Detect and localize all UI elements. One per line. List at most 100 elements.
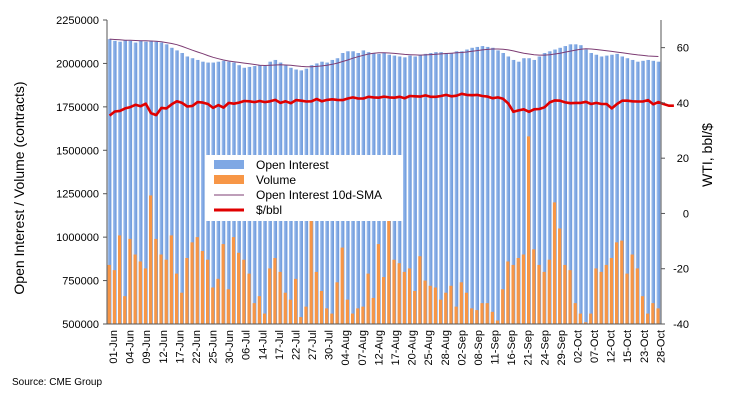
volume-bar	[583, 322, 588, 324]
volume-bar	[376, 244, 381, 324]
volume-bar	[464, 292, 469, 324]
open-interest-bar	[537, 56, 542, 324]
volume-bar	[573, 303, 577, 324]
open-interest-bar	[490, 47, 495, 324]
x-tick-label: 02-Oct	[573, 330, 585, 363]
volume-bar	[252, 303, 256, 324]
right-axis-title: WTI, bbl/$	[699, 123, 715, 187]
volume-bar	[547, 259, 551, 324]
volume-bar	[615, 242, 619, 324]
open-interest-bar	[470, 47, 474, 324]
open-interest-bar	[511, 59, 516, 324]
x-tick-label: 07-Oct	[589, 330, 601, 363]
volume-bar	[599, 271, 603, 324]
legend-label-price: $/bbl	[256, 203, 282, 217]
open-interest-bar	[444, 53, 448, 324]
volume-bar	[387, 183, 391, 324]
volume-bar	[117, 235, 122, 324]
x-tick-label: 06-Jul	[241, 330, 253, 360]
volume-bar	[164, 259, 168, 324]
volume-bar	[651, 303, 655, 324]
volume-bar	[273, 257, 277, 324]
volume-bar	[330, 313, 334, 324]
volume-bar	[319, 290, 324, 324]
volume-bar	[107, 264, 111, 324]
x-tick-label: 07-Aug	[357, 330, 369, 365]
left-tick-label: 2250000	[56, 15, 99, 27]
x-tick-label: 21-Sep	[523, 330, 535, 365]
open-interest-bar	[112, 40, 117, 324]
source-note: Source: CME Group	[12, 377, 103, 388]
open-interest-bar	[118, 41, 122, 325]
volume-bar	[521, 254, 526, 324]
x-tick-label: 12-Jun	[158, 330, 170, 364]
left-axis-title: Open Interest / Volume (contracts)	[11, 81, 27, 294]
x-tick-label: 30-Jun	[224, 330, 236, 364]
volume-bar	[407, 268, 412, 324]
volume-bar	[620, 240, 624, 324]
right-tick-label: -20	[673, 264, 689, 276]
open-interest-bar	[449, 53, 454, 324]
x-tick-label: 08-Sep	[473, 330, 485, 365]
volume-bar	[195, 237, 199, 324]
left-tick-label: 500000	[62, 319, 99, 331]
open-interest-bar	[651, 60, 656, 324]
left-tick-label: 2000000	[56, 58, 99, 70]
open-interest-sma-line	[109, 38, 659, 68]
open-interest-bar	[423, 53, 428, 325]
volume-bar	[563, 264, 567, 324]
x-tick-label: 28-Oct	[655, 330, 667, 363]
open-interest-bar	[402, 57, 407, 324]
volume-bar	[635, 268, 639, 324]
legend-label-open-interest: Open Interest	[256, 158, 329, 172]
x-tick-label: 09-Jun	[141, 330, 153, 364]
volume-bar	[480, 303, 484, 324]
open-interest-bar	[190, 58, 195, 324]
volume-bar	[402, 271, 406, 324]
volume-bar	[128, 238, 132, 324]
volume-bar	[242, 259, 246, 324]
legend-swatch-volume	[214, 175, 244, 184]
volume-bar	[506, 261, 510, 324]
open-interest-bar	[164, 44, 169, 324]
x-tick-label: 27-Jul	[307, 330, 319, 360]
open-interest-bar	[154, 41, 158, 325]
volume-bar	[278, 271, 282, 324]
volume-bar	[299, 317, 303, 324]
volume-bar	[356, 308, 360, 324]
open-interest-bar	[169, 47, 174, 324]
open-interest-bar	[123, 39, 127, 324]
open-interest-bar	[408, 55, 412, 325]
open-interest-bar	[620, 56, 624, 324]
volume-bar	[185, 257, 189, 324]
right-axis-ticks: -40 -20 0 20 40 60	[673, 43, 689, 331]
x-tick-label: 28-Aug	[440, 330, 452, 365]
open-interest-bar	[485, 46, 490, 325]
left-tick-label: 1250000	[56, 189, 99, 201]
volume-bar	[656, 308, 660, 324]
open-interest-bar	[195, 59, 200, 324]
open-interest-bar	[625, 58, 630, 324]
open-interest-bar	[547, 51, 552, 325]
open-interest-bar	[480, 46, 485, 325]
open-interest-bar	[128, 40, 133, 324]
left-tick-label: 1000000	[56, 232, 99, 244]
volume-bar	[438, 299, 443, 324]
open-interest-bar	[175, 50, 179, 325]
x-tick-label: 02-Sep	[456, 330, 468, 365]
volume-bar	[501, 289, 505, 324]
volume-bar	[532, 249, 536, 324]
x-tick-label: 17-Jul	[274, 330, 286, 360]
open-interest-bar	[428, 53, 433, 324]
volume-bar	[314, 271, 318, 324]
volume-bar	[433, 287, 438, 324]
x-tick-label: 25-Jun	[208, 330, 220, 364]
open-interest-bar	[553, 49, 557, 324]
volume-bar	[294, 278, 298, 324]
x-tick-label: 14-Jul	[257, 330, 269, 360]
open-interest-bar	[604, 55, 609, 325]
volume-bar	[340, 247, 344, 324]
open-interest-bar	[200, 61, 205, 324]
legend-swatch-open-interest	[214, 160, 244, 169]
volume-bar	[345, 299, 349, 324]
